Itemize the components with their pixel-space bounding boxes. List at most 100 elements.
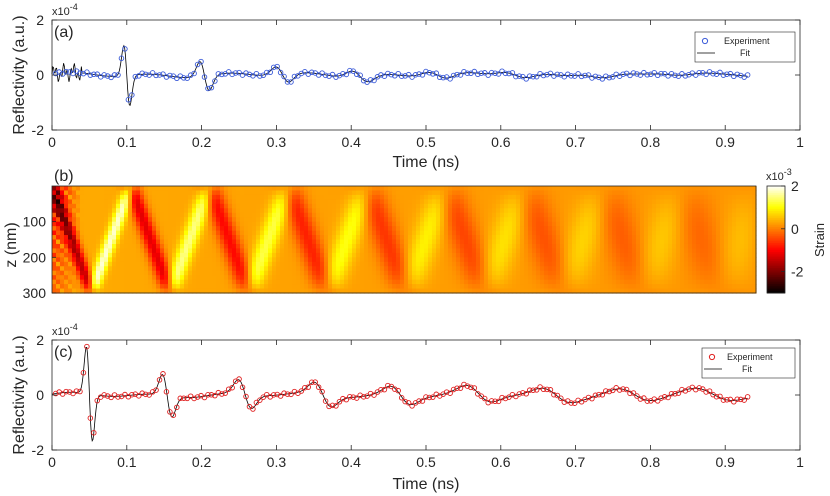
heat-cell [568, 217, 573, 223]
heat-cell [248, 230, 253, 236]
heat-cell [76, 279, 81, 285]
experiment-point [658, 395, 664, 401]
heat-cell [160, 208, 165, 214]
heat-cell [700, 208, 705, 214]
heat-cell [380, 239, 385, 245]
heat-cell [52, 208, 57, 214]
heat-cell [284, 212, 289, 218]
heat-cell [272, 261, 277, 267]
heat-cell [368, 279, 373, 285]
heat-cell [420, 230, 425, 236]
heat-cell [212, 217, 217, 223]
heat-cell [308, 243, 313, 250]
heat-cell [528, 221, 533, 227]
experiment-point [405, 400, 412, 406]
heat-cell [164, 248, 169, 254]
heat-cell [92, 243, 97, 250]
heat-cell [172, 248, 177, 254]
heat-cell [560, 288, 565, 294]
heat-cell [324, 221, 329, 227]
heat-cell [632, 239, 637, 245]
heat-cell [152, 243, 157, 250]
experiment-point [433, 70, 440, 76]
heat-cell [640, 203, 645, 209]
heat-cell [588, 243, 593, 250]
heat-cell [452, 252, 457, 258]
heat-cell [704, 230, 709, 236]
heat-cell [480, 217, 485, 223]
heat-cell [644, 261, 649, 267]
heat-cell [688, 203, 693, 209]
experiment-point [423, 68, 429, 75]
heat-cell [348, 257, 353, 263]
heat-cell [432, 221, 437, 227]
heat-cell [108, 275, 113, 281]
heat-cell [720, 190, 725, 196]
heat-cell [684, 239, 689, 245]
heat-cell [584, 279, 589, 285]
heat-cell [548, 252, 553, 258]
heat-cell [388, 279, 393, 285]
heat-cell [216, 194, 221, 200]
heat-cell [160, 239, 165, 245]
heat-cell [164, 239, 169, 245]
heat-cell [288, 190, 293, 196]
heat-cell [144, 279, 149, 285]
heat-cell [620, 194, 625, 200]
heat-cell [52, 279, 57, 285]
heat-cell [260, 199, 265, 205]
heat-cell [636, 243, 641, 250]
xtick-label: 0 [48, 454, 56, 470]
heat-cell [348, 226, 353, 232]
heat-cell [224, 279, 229, 285]
heat-cell [312, 257, 317, 263]
heat-cell [432, 261, 437, 267]
heat-cell [472, 279, 477, 285]
heat-cell [644, 186, 649, 192]
heat-cell [96, 203, 101, 209]
heat-cell [616, 226, 621, 232]
heat-cell [452, 208, 457, 214]
heat-cell [344, 279, 349, 285]
heat-cell [360, 252, 365, 258]
heat-cell [212, 226, 217, 232]
heat-cell [592, 230, 597, 236]
heat-cell [532, 221, 537, 227]
heat-cell [304, 199, 309, 205]
heat-cell [256, 270, 261, 276]
heat-cell [420, 239, 425, 245]
heat-cell [748, 257, 753, 263]
heat-cell [516, 284, 521, 290]
heat-cell [220, 284, 225, 290]
heat-cell [396, 217, 401, 223]
legend-experiment-label: Experiment [724, 36, 770, 46]
heat-cell [732, 248, 737, 254]
heat-cell [288, 226, 293, 232]
heat-cell [144, 203, 149, 209]
heat-cell [148, 203, 153, 209]
experiment-point [208, 84, 215, 91]
heat-cell [336, 235, 341, 241]
heat-cell [548, 230, 553, 236]
heat-cell [612, 284, 617, 290]
heat-cell [664, 235, 669, 241]
heat-cell [708, 230, 713, 236]
experiment-point [637, 396, 644, 402]
heat-cell [532, 266, 537, 272]
heat-cell [548, 208, 553, 214]
heat-cell [688, 248, 693, 254]
heat-cell [328, 248, 333, 254]
heat-cell [312, 230, 317, 236]
heat-cell [656, 261, 661, 267]
heat-cell [568, 221, 573, 227]
heat-cell [472, 288, 477, 294]
heat-cell [152, 235, 157, 241]
heat-cell [732, 230, 737, 236]
heat-cell [476, 199, 481, 205]
heat-cell [416, 186, 421, 192]
heat-cell [500, 239, 505, 245]
colorbar-step [767, 260, 785, 264]
heat-cell [544, 186, 549, 192]
heat-cell [308, 257, 313, 263]
heat-cell [220, 221, 225, 227]
